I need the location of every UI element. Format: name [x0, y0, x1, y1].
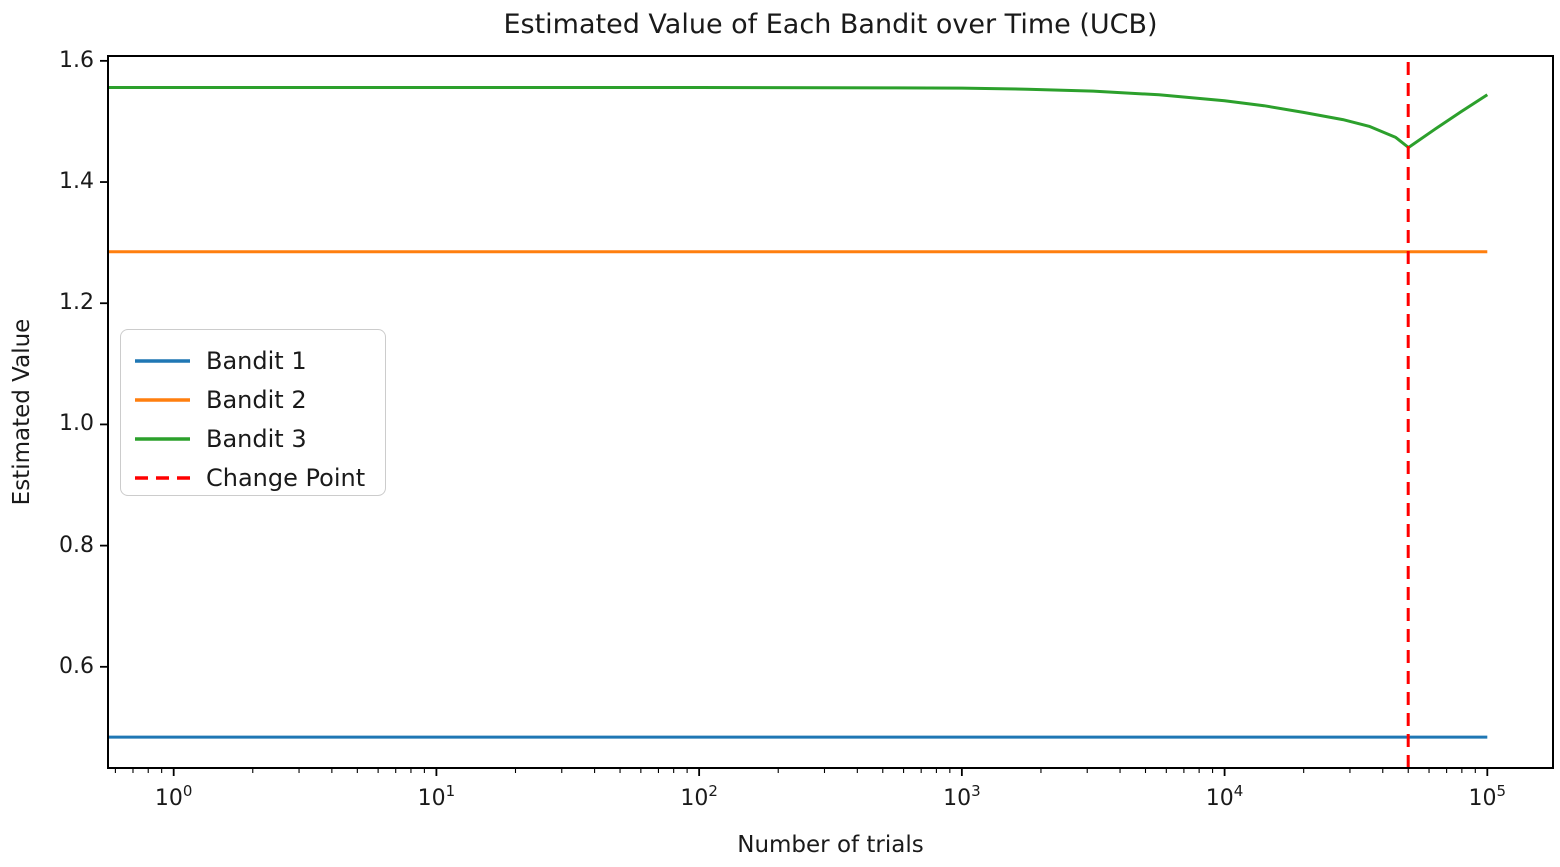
legend-swatch-bandit-3: [135, 436, 190, 441]
legend-swatch-bandit-1: [135, 358, 190, 363]
x-axis-label: Number of trials: [737, 832, 924, 858]
legend-item-bandit-2: Bandit 2: [135, 380, 385, 419]
legend-swatch-bandit-2: [135, 397, 190, 402]
series-line-bandit-3: [108, 86, 1489, 149]
x-tick-label: 102: [680, 782, 718, 811]
y-tick-label: 1.6: [59, 47, 94, 73]
x-tick-label: 103: [943, 782, 981, 811]
x-tick-label: 104: [1205, 782, 1244, 811]
plot-border: [107, 55, 1554, 769]
chart-title: Estimated Value of Each Bandit over Time…: [503, 9, 1158, 40]
legend-item-change-point: Change Point: [135, 458, 385, 497]
y-tick-label: 1.2: [59, 290, 94, 316]
x-tick-label: 100: [154, 782, 193, 811]
y-tick-label: 0.8: [59, 532, 94, 558]
legend-swatch-change-point: [135, 475, 190, 480]
legend-item-bandit-3: Bandit 3: [135, 419, 385, 458]
y-tick-label: 1.4: [59, 169, 94, 195]
y-tick-label: 0.6: [59, 653, 94, 679]
legend-label: Bandit 2: [206, 385, 307, 414]
legend: Bandit 1 Bandit 2 Bandit 3 Change Point: [120, 329, 386, 496]
legend-label: Bandit 3: [206, 424, 307, 453]
x-tick-label: 105: [1468, 782, 1507, 811]
series-group: [108, 56, 1489, 768]
legend-item-bandit-1: Bandit 1: [135, 341, 385, 380]
legend-label: Change Point: [206, 463, 366, 492]
x-tick-label: 101: [417, 782, 456, 811]
legend-label: Bandit 1: [206, 346, 307, 375]
y-tick-label: 1.0: [59, 411, 94, 437]
